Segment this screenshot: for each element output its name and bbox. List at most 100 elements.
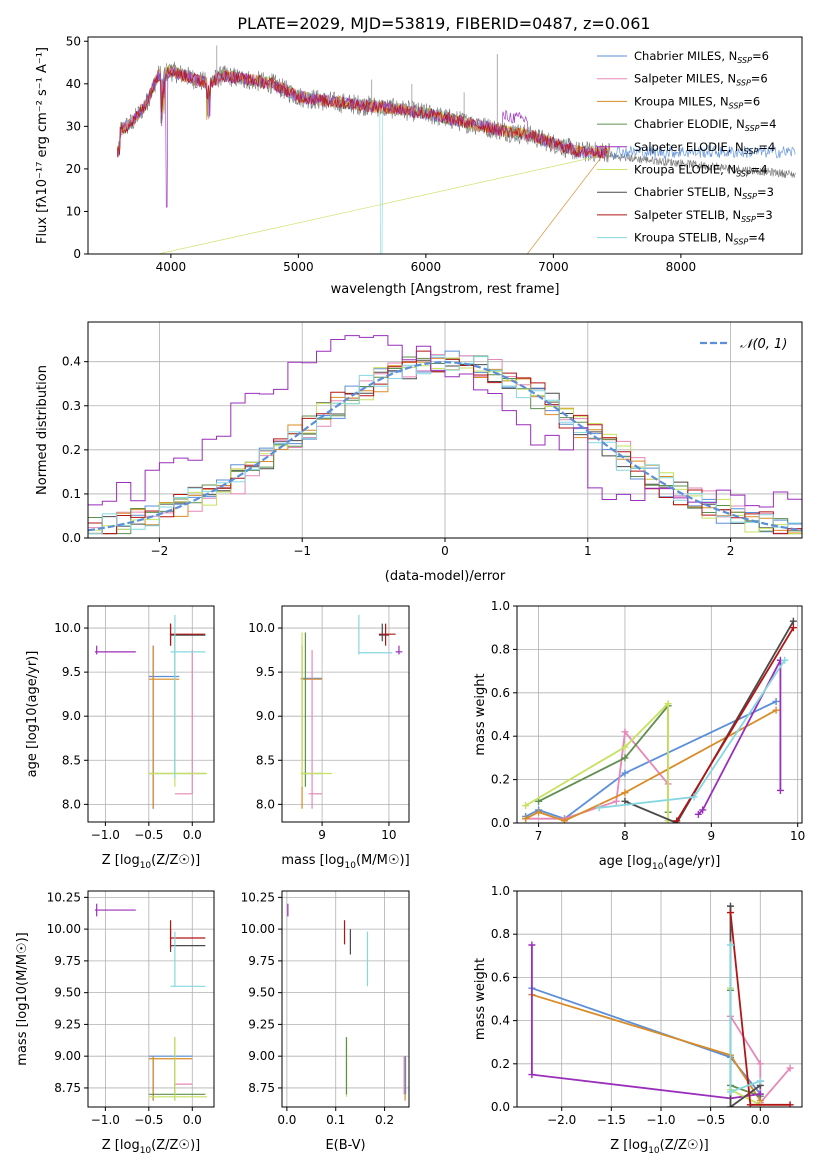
hist-step-salpeter_elodie [88, 335, 802, 508]
y-axis-label: mass weight [473, 673, 488, 755]
x-tick-label: −1 [293, 544, 311, 558]
mass-EBV-panel: 0.0 0.1 0.2 8.75 9.00 9.25 9.50 9.75 10.00 10.25 E… [241, 890, 410, 1153]
weight-marker-kroupa_miles [561, 817, 568, 823]
x-axis-label-main: Z [log [102, 1138, 140, 1153]
y-tick-label: 9.5 [256, 665, 275, 679]
x-tick-label: 0.0 [751, 1113, 770, 1127]
weight-marker-kroupa_stelib [781, 656, 789, 664]
weight-marker-chabrier_stelib [789, 617, 797, 625]
legend-label-sub: SSP [736, 170, 751, 179]
axes-frame [516, 890, 803, 1108]
x-tick-label: 5000 [283, 260, 314, 274]
weight-marker-salpeter_elodie [776, 786, 784, 794]
legend-label-eq: =3 [756, 208, 773, 222]
legend-label-sub: SSP [729, 101, 744, 110]
weight-Z-panel: −2.0 −1.5 −1.0 −0.5 0.0 0.0 0.2 0.4 0.6 0.8 1.0 Z [… [473, 884, 803, 1156]
weight-marker-chabrier_elodie [621, 754, 629, 762]
y-tick-label: 0.4 [62, 355, 81, 369]
figure-title: PLATE=2029, MJD=53819, FIBERID=0487, z=0… [237, 14, 650, 33]
y-tick-label: 0.8 [491, 642, 510, 656]
x-tick-label: −0.5 [134, 828, 163, 842]
x-tick-label: 0 [441, 544, 449, 558]
legend-label-kroupa_miles: Kroupa MILES, NSSP=6 [634, 94, 760, 110]
spectrum-panel: 4000 5000 6000 7000 8000 0 10 20 30 40 50 wavelengt… [35, 34, 803, 297]
residuals-panel: −2 −1 0 1 2 0.0 0.1 0.2 0.3 0.4 (data-model)/error… [35, 321, 803, 584]
y-tick-label: 9.75 [54, 954, 81, 968]
y-tick-label: 8.5 [256, 753, 275, 767]
legend-label-eq: =4 [758, 140, 775, 154]
legend-label-chabrier_stelib: Chabrier STELIB, NSSP=3 [634, 185, 774, 201]
legend-label-main: Kroupa STELIB, N [634, 231, 734, 245]
x-tick-label: 9 [707, 829, 715, 843]
y-tick-label: 0.2 [491, 1057, 510, 1071]
y-tick-label: 0.4 [491, 1014, 510, 1028]
y-tick-label: 10.00 [241, 922, 275, 936]
x-tick-label: −1.0 [91, 828, 120, 842]
spectrum-line-salpeter_elodie [116, 66, 608, 208]
weight-marker-salpeter_elodie [699, 806, 707, 814]
legend-label-main: Chabrier STELIB, N [634, 185, 742, 199]
x-tick-label: 8 [621, 829, 629, 843]
axes-frame [87, 890, 215, 1108]
y-tick-label: 9.75 [248, 954, 275, 968]
weight-marker-salpeter_stelib [786, 1101, 794, 1107]
x-axis-label: age [log10(age/yr)] [599, 854, 721, 872]
weight-marker-salpeter_miles [621, 728, 629, 736]
x-tick-label: 7 [535, 829, 543, 843]
x-axis-label-tail: (Z/Z☉)] [660, 1138, 709, 1153]
legend-label-sub: SSP [734, 238, 749, 247]
weight-marker-kroupa_stelib [727, 941, 735, 949]
weight-marker-chabrier_miles [621, 769, 629, 777]
x-axis-label-main: Z [log [610, 1138, 648, 1153]
x-axis-label-sub: 10 [345, 861, 357, 871]
x-tick-label: 0.2 [375, 1113, 394, 1127]
weight-line-chabrier_elodie [729, 990, 761, 1098]
legend-label-salpeter_elodie: Salpeter ELODIE, NSSP=4 [634, 140, 775, 156]
legend-label-salpeter_miles: Salpeter MILES, NSSP=6 [634, 72, 768, 88]
x-axis-label-tail: (Z/Z☉)] [151, 1138, 200, 1153]
weight-marker-salpeter_stelib [789, 624, 797, 632]
axes-frame [516, 605, 803, 824]
x-tick-label: 0.1 [326, 1113, 345, 1127]
y-tick-label: 0.6 [491, 686, 510, 700]
y-axis-label: mass weight [473, 958, 488, 1040]
legend-label-main: Salpeter STELIB, N [634, 208, 741, 222]
x-tick-label: 0.0 [183, 1113, 202, 1127]
legend-label-eq: =3 [757, 185, 774, 199]
legend-label-main: Kroupa ELODIE, N [634, 163, 736, 177]
weight-marker-kroupa_stelib [727, 1088, 735, 1096]
legend-label-eq: =4 [760, 117, 777, 131]
weight-line-chabrier_stelib [624, 620, 795, 823]
weight-marker-chabrier_stelib [727, 902, 735, 910]
y-tick-label: 0.4 [491, 729, 510, 743]
spectrum-line-salpeter_stelib [116, 66, 608, 159]
x-axis-label: Z [log10(Z/Z☉)] [102, 1138, 200, 1156]
y-axis-label: age [log10(age/yr)] [25, 651, 40, 778]
legend-label-main: Chabrier ELODIE, N [634, 117, 745, 131]
x-tick-label: 10 [790, 829, 805, 843]
x-tick-label: −1.5 [597, 1113, 626, 1127]
x-tick-label: −0.5 [696, 1113, 725, 1127]
legend-label-chabrier_miles: Chabrier MILES, NSSP=6 [634, 49, 769, 65]
legend-label-sub: SSP [737, 56, 752, 65]
x-tick-label: 10 [381, 828, 396, 842]
y-tick-label: 0.0 [491, 1100, 510, 1114]
y-tick-label: 9.5 [62, 665, 81, 679]
x-tick-label: 0.0 [183, 828, 202, 842]
spectrum-line-kroupa_stelib [116, 66, 605, 254]
y-tick-label: 10 [66, 204, 81, 218]
weight-marker-salpeter_miles [756, 1060, 764, 1068]
weight-marker-salpeter_stelib [673, 817, 681, 823]
weight-marker-kroupa_stelib [595, 804, 603, 812]
axes-frame [281, 890, 410, 1108]
y-tick-label: 9.00 [54, 1049, 81, 1063]
weight-marker-kroupa_elodie [621, 743, 629, 751]
weight-marker-kroupa_miles [535, 808, 543, 816]
legend-label-sub: SSP [745, 124, 760, 133]
x-axis-label: Z [log10(Z/Z☉)] [102, 853, 200, 871]
y-tick-label: 0.3 [62, 399, 81, 413]
legend-label-main: Chabrier MILES, N [634, 49, 737, 63]
axes-frame [281, 605, 410, 823]
weight-marker-salpeter_stelib [746, 1101, 754, 1107]
legend-label-sub: SSP [741, 215, 756, 224]
